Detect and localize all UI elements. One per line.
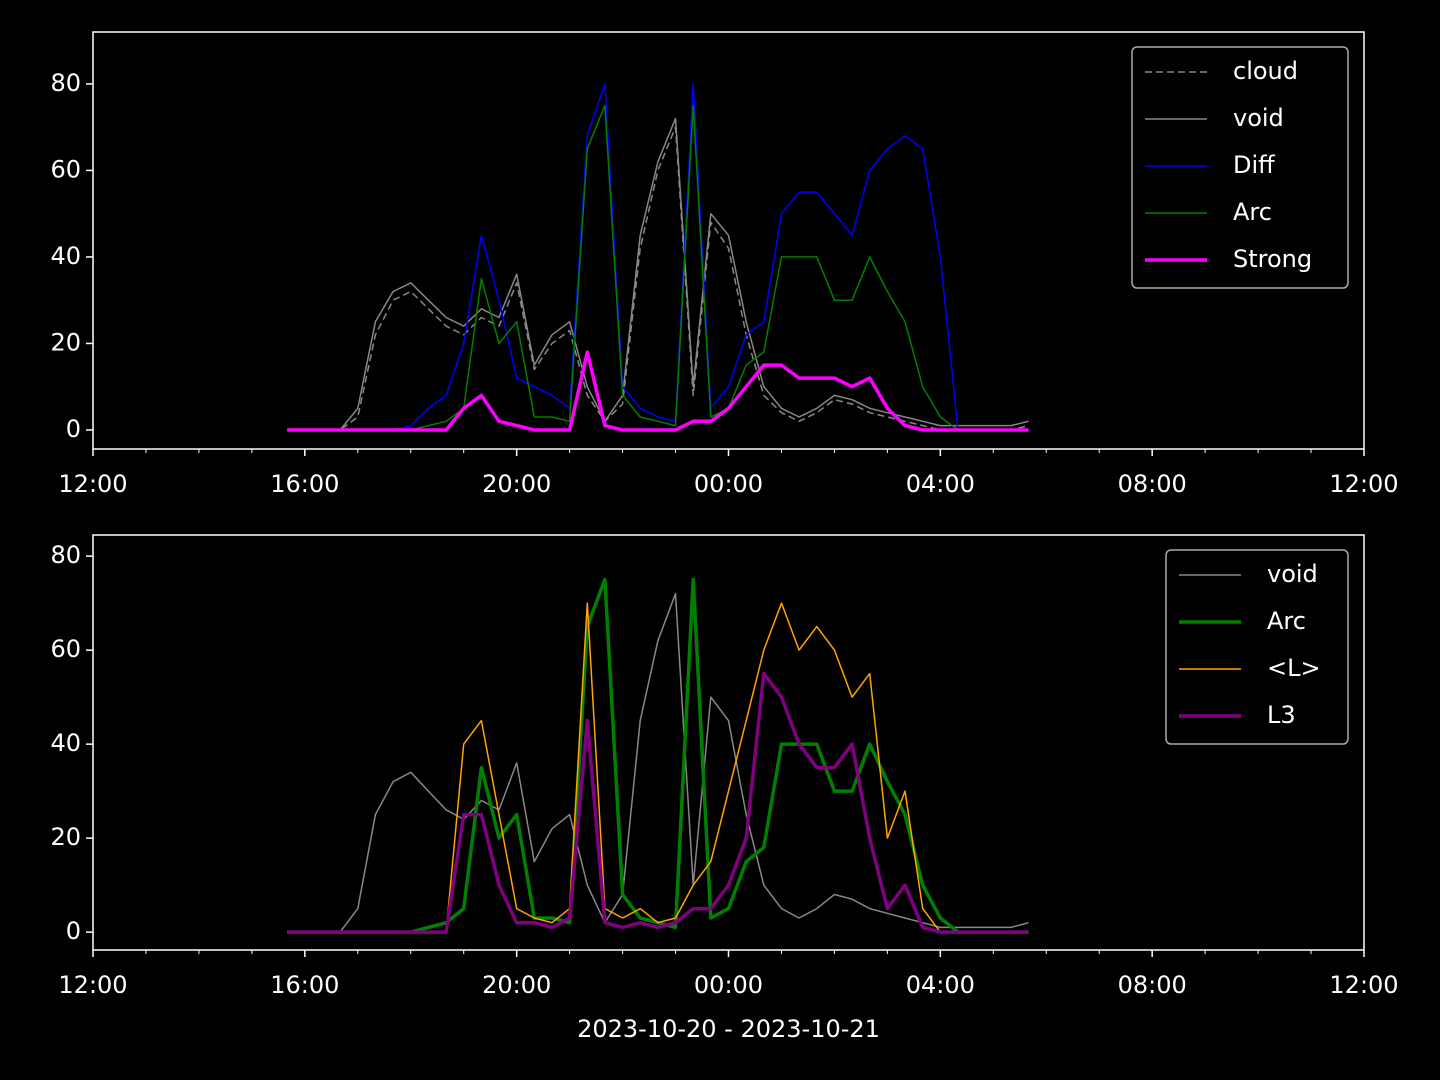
- x-tick-label: 00:00: [694, 470, 763, 498]
- series-line: [287, 602, 1029, 933]
- y-tick-label: 60: [50, 635, 81, 663]
- y-tick-label: 80: [50, 69, 81, 97]
- plot-area: [287, 577, 1029, 934]
- y-tick-label: 0: [66, 415, 81, 443]
- axes-frame: [92, 31, 1365, 450]
- legend-label: Diff: [1233, 151, 1275, 179]
- legend-frame: [1131, 46, 1349, 289]
- y-tick-label: 20: [50, 823, 81, 851]
- y-tick-label: 40: [50, 729, 81, 757]
- x-tick-label: 12:00: [1329, 971, 1398, 999]
- series-line: [287, 350, 1029, 432]
- legend-label: void: [1233, 104, 1284, 132]
- x-tick-label: 08:00: [1118, 470, 1187, 498]
- y-tick-label: 20: [50, 328, 81, 356]
- legend-label: cloud: [1233, 57, 1298, 85]
- legend-label: void: [1267, 560, 1318, 588]
- series-line: [287, 104, 1029, 431]
- x-tick-label: 20:00: [482, 971, 551, 999]
- series-line: [287, 592, 1029, 933]
- x-tick-label: 16:00: [270, 971, 339, 999]
- axes-frame: [92, 534, 1365, 951]
- x-tick-label: 08:00: [1118, 971, 1187, 999]
- x-tick-label: 00:00: [694, 971, 763, 999]
- series-line: [287, 671, 1029, 934]
- x-axis-label: 2023-10-20 - 2023-10-21: [577, 1015, 880, 1043]
- series-line: [287, 577, 1029, 934]
- legend: cloud void Diff Arc Strong: [1131, 46, 1349, 289]
- series-line: [287, 117, 1029, 431]
- x-tick-label: 04:00: [906, 971, 975, 999]
- legend-label: Arc: [1233, 198, 1272, 226]
- x-tick-label: 20:00: [482, 470, 551, 498]
- y-tick-label: 60: [50, 155, 81, 183]
- axes: 0 20 40 60 80 12:00 16:00 20:00 00:00 04:00 08:00 1…: [50, 31, 1399, 498]
- x-tick-label: 16:00: [270, 470, 339, 498]
- y-tick-label: 80: [50, 541, 81, 569]
- series-line: [287, 83, 1029, 431]
- x-tick-label: 04:00: [906, 470, 975, 498]
- x-tick-label: 12:00: [58, 971, 127, 999]
- legend-label: <L>: [1267, 654, 1321, 682]
- legend: void Arc <L> L3: [1165, 549, 1349, 745]
- legend-label: Arc: [1267, 607, 1306, 635]
- y-tick-label: 0: [66, 917, 81, 945]
- legend-label: L3: [1267, 701, 1296, 729]
- legend-label: Strong: [1233, 245, 1312, 273]
- x-tick-label: 12:00: [1329, 470, 1398, 498]
- plot-area: [287, 83, 1029, 432]
- axes: 0 20 40 60 80 12:00 16:00 20:00 00:00 04:00 08:00 1…: [50, 534, 1399, 1043]
- legend-frame: [1165, 549, 1349, 745]
- y-tick-label: 40: [50, 242, 81, 270]
- series-line: [287, 126, 1029, 431]
- x-tick-label: 12:00: [58, 470, 127, 498]
